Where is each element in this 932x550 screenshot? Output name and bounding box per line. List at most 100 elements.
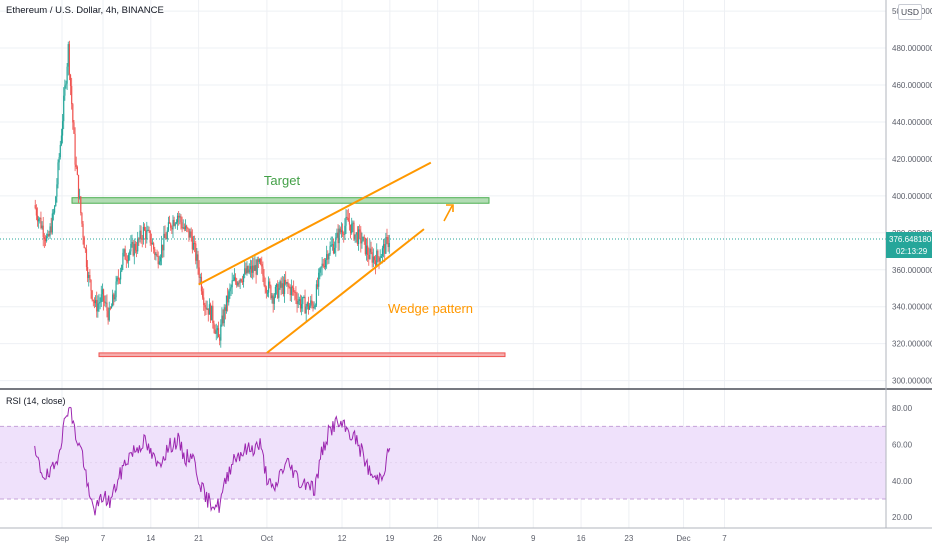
candle-body xyxy=(371,252,373,263)
candle-body xyxy=(196,254,198,261)
candle-body xyxy=(115,281,117,298)
support-zone[interactable] xyxy=(98,352,506,358)
rsi-band xyxy=(0,426,886,499)
candle-body xyxy=(116,277,118,282)
candle-body xyxy=(180,216,182,223)
target-label[interactable]: Target xyxy=(264,173,301,188)
candle-body xyxy=(66,66,68,84)
candle-body xyxy=(50,226,52,233)
candle-body xyxy=(348,221,351,225)
candle-body xyxy=(308,305,311,310)
candle-body xyxy=(209,304,212,321)
candle-body xyxy=(44,239,47,242)
candle-body xyxy=(211,305,213,321)
candle-body xyxy=(135,250,138,252)
candle-body xyxy=(256,259,258,275)
candle-body xyxy=(380,255,382,259)
candle-body xyxy=(274,286,277,297)
candle-body xyxy=(346,216,348,218)
candle-body xyxy=(238,282,240,284)
candle-body xyxy=(229,288,231,292)
target-zone[interactable] xyxy=(71,197,490,204)
candle-body xyxy=(68,44,70,75)
candle-body xyxy=(328,254,330,260)
candle-body xyxy=(129,251,131,255)
candle-body xyxy=(84,248,86,250)
candle-body xyxy=(181,222,183,229)
candle-body xyxy=(236,281,238,286)
candle-body xyxy=(101,289,104,295)
candle-body xyxy=(80,196,82,213)
candle-body xyxy=(208,304,211,315)
candle-body xyxy=(127,254,130,261)
rsi-legend-label[interactable]: RSI (14, close) xyxy=(6,396,66,406)
time-axis-label: 21 xyxy=(194,534,203,543)
candle-body xyxy=(35,208,37,216)
candle-body xyxy=(174,223,176,226)
candle-body xyxy=(184,225,187,230)
candle-body xyxy=(197,254,199,268)
candle-body xyxy=(375,260,377,267)
candle-body xyxy=(293,287,295,292)
currency-button[interactable]: USD xyxy=(898,4,922,20)
candle-body xyxy=(314,305,316,308)
candle-body xyxy=(191,236,193,250)
candle-body xyxy=(297,300,299,305)
time-axis-label: Oct xyxy=(261,534,274,543)
candle-body xyxy=(246,266,248,274)
candle-body xyxy=(272,295,274,304)
candle-body xyxy=(155,254,157,256)
candle-body xyxy=(368,255,370,259)
candle-body xyxy=(57,162,59,185)
wedge-upper-line[interactable] xyxy=(198,161,432,286)
wedge-lower-line[interactable] xyxy=(266,228,425,354)
candle-body xyxy=(387,237,389,248)
candle-body xyxy=(349,224,352,234)
candle-body xyxy=(207,308,209,315)
candle-body xyxy=(265,287,267,293)
candle-body xyxy=(388,243,390,248)
candle-body xyxy=(369,248,371,259)
candle-body xyxy=(92,299,94,301)
candle-body xyxy=(149,230,151,243)
candle-body xyxy=(146,230,148,240)
candle-body xyxy=(77,174,80,199)
candle-body xyxy=(275,284,278,287)
candle-body xyxy=(81,212,83,224)
candle-body xyxy=(195,243,197,261)
candle-body xyxy=(219,337,221,341)
candle-body xyxy=(230,287,232,289)
candle-body xyxy=(214,329,216,334)
candle-body xyxy=(157,255,159,265)
candle-body xyxy=(147,229,149,231)
candle-body xyxy=(150,242,152,245)
candle-body xyxy=(43,237,45,240)
candle-body xyxy=(166,230,168,240)
breakout-arrow[interactable] xyxy=(443,205,453,222)
candle-body xyxy=(291,286,294,288)
candle-body xyxy=(306,302,308,307)
candle-body xyxy=(362,236,364,242)
candle-body xyxy=(355,232,357,235)
symbol-title[interactable]: Ethereum / U.S. Dollar, 4h, BINANCE xyxy=(6,5,164,16)
candle-body xyxy=(61,121,64,136)
candle-body xyxy=(340,230,343,233)
candle-body xyxy=(112,294,114,307)
candle-body xyxy=(268,281,270,293)
price-axis-label: 400.000000 xyxy=(892,192,932,201)
candle-body xyxy=(247,266,249,273)
candle-body xyxy=(108,307,110,321)
candle-body xyxy=(87,267,89,278)
candle-body xyxy=(241,281,244,283)
candle-body xyxy=(48,233,50,236)
candle-body xyxy=(227,295,229,303)
candle-body xyxy=(82,223,84,238)
wedge-label[interactable]: Wedge pattern xyxy=(388,301,473,316)
candle-body xyxy=(122,252,124,265)
candle-body xyxy=(99,301,101,303)
price-axis-label: 360.000000 xyxy=(892,266,932,275)
candle-body xyxy=(318,272,320,287)
candle-body xyxy=(41,225,43,228)
